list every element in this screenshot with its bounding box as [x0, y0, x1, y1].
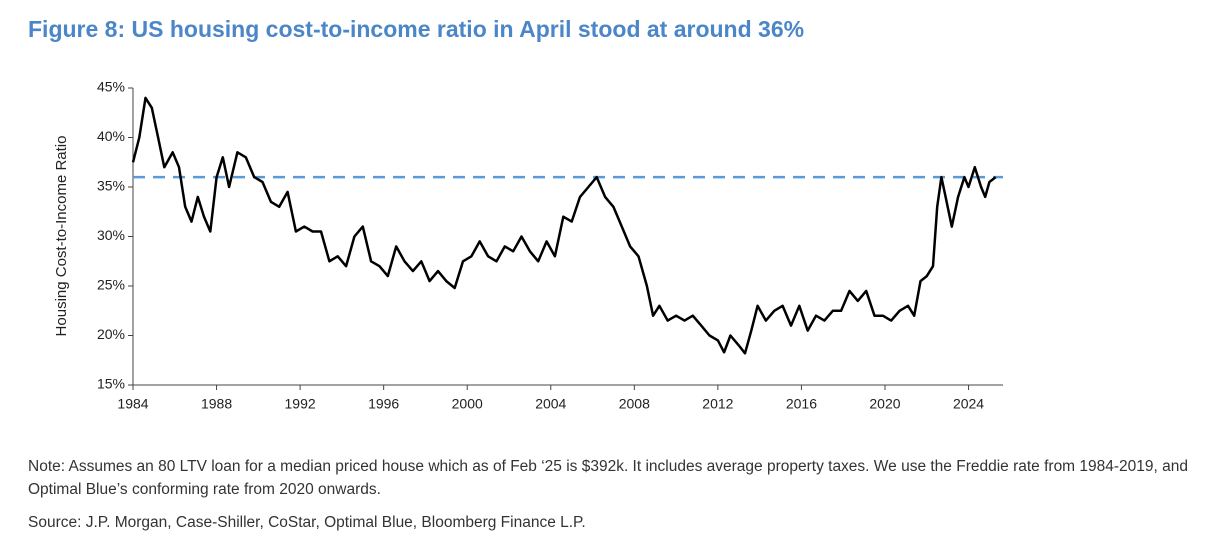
x-tick-label: 2016	[786, 396, 817, 412]
y-tick-label: 45%	[97, 79, 125, 95]
x-tick-label: 2008	[619, 396, 650, 412]
x-tick-label: 2024	[953, 396, 984, 412]
chart: Housing Cost-to-Income Ratio 15% 20% 25% 30…	[53, 79, 1003, 412]
y-tick-label: 25%	[97, 277, 125, 293]
source: Source: J.P. Morgan, Case-Shiller, CoSta…	[28, 514, 586, 531]
y-axis-label: Housing Cost-to-Income Ratio	[53, 136, 70, 337]
x-tick-label: 2020	[869, 396, 900, 412]
y-tick-label: 40%	[97, 128, 125, 144]
chart-title: Figure 8: US housing cost-to-income rati…	[28, 16, 805, 42]
x-tick-label: 2000	[452, 396, 483, 412]
y-tick-label: 20%	[97, 326, 125, 342]
line-series	[131, 96, 997, 355]
y-tick-label: 35%	[97, 178, 125, 194]
x-tick-label: 1988	[201, 396, 232, 412]
y-tick-label: 30%	[97, 227, 125, 243]
x-tick-label: 2012	[702, 396, 733, 412]
x-tick-label: 1996	[368, 396, 399, 412]
x-tick-label: 1992	[285, 396, 316, 412]
x-tick-label: 1984	[117, 396, 148, 412]
note: Note: Assumes an 80 LTV loan for a media…	[28, 458, 1189, 498]
y-tick-label: 15%	[97, 376, 125, 392]
x-tick-label: 2004	[535, 396, 566, 412]
